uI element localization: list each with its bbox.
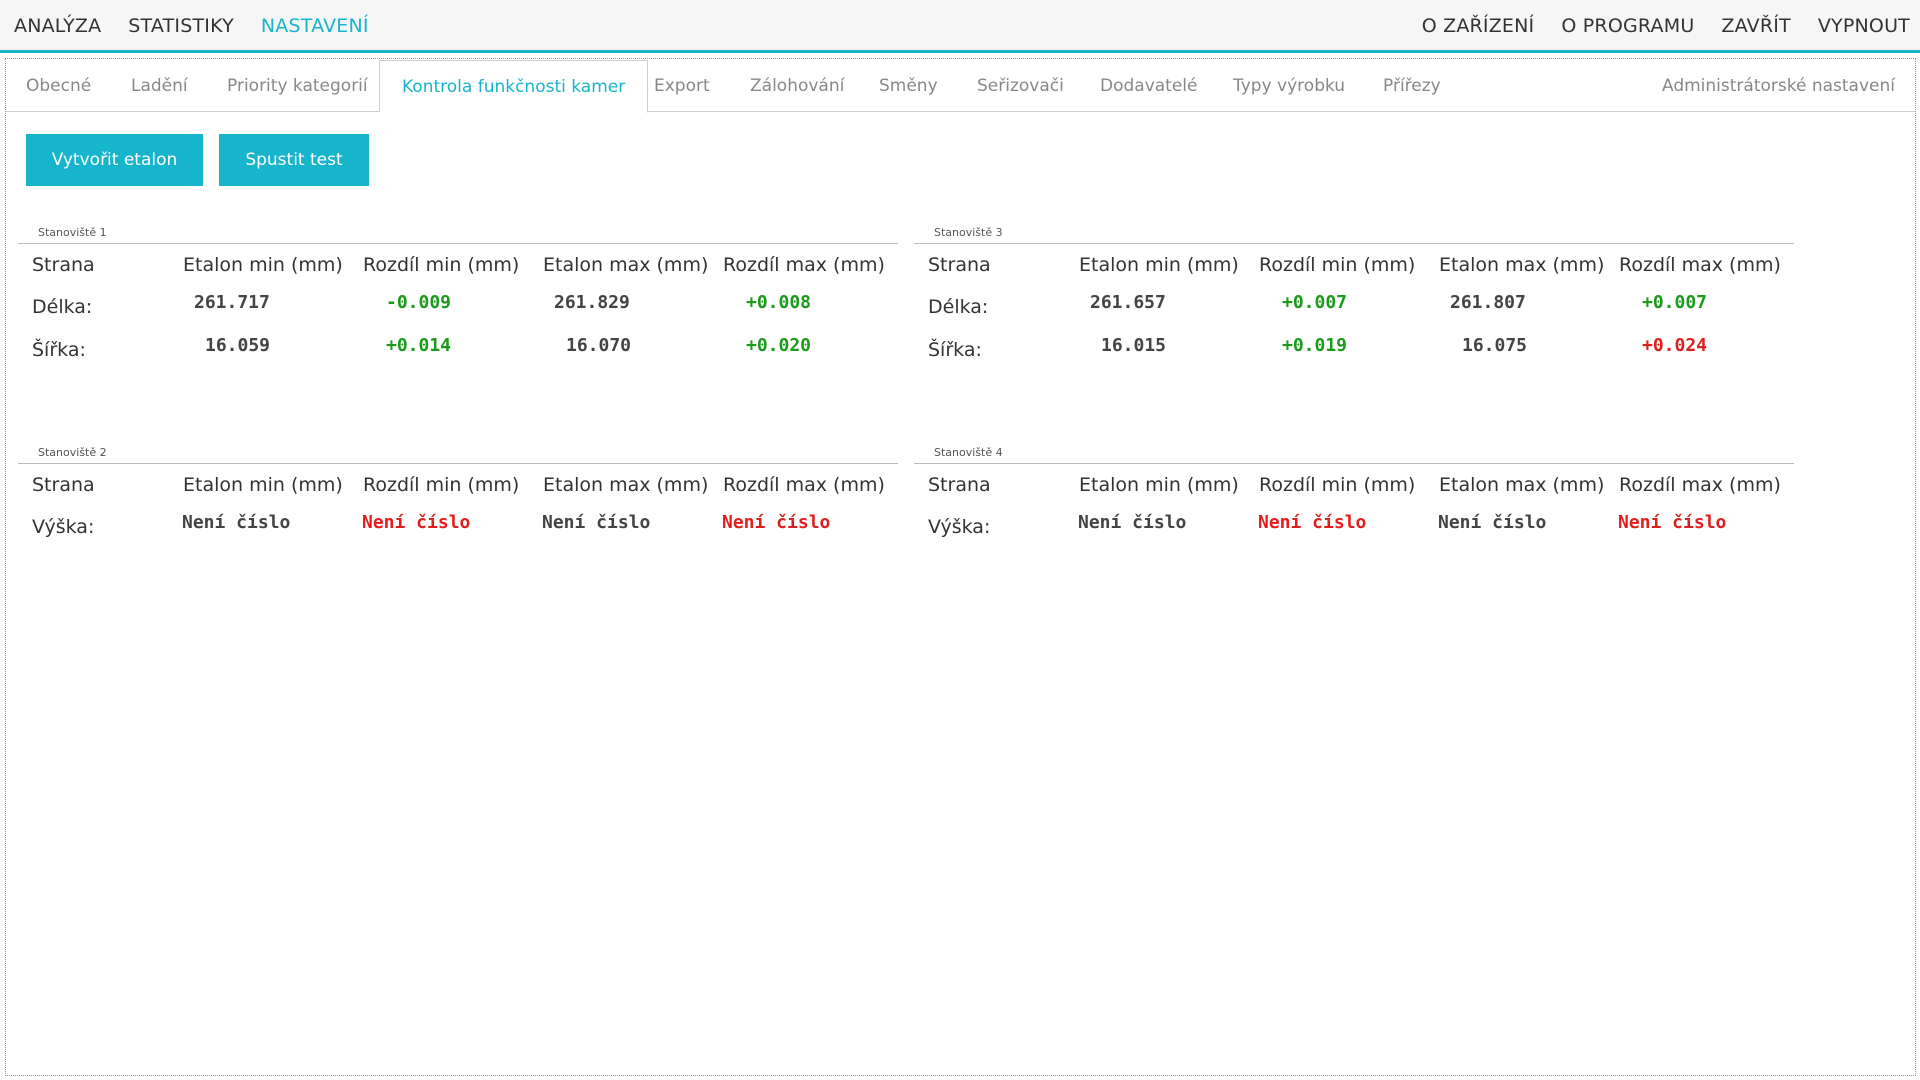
col-strana: Strana — [928, 254, 991, 276]
col-etalon-min: Etalon min (mm) — [183, 254, 343, 276]
station-title: Stanoviště 4 — [934, 446, 1003, 459]
diff-min-value: +0.014 — [386, 335, 452, 356]
header-row: Strana Etalon min (mm) Rozdíl min (mm) E… — [18, 244, 898, 287]
tab-ladeni[interactable]: Ladění — [131, 76, 188, 96]
diff-min-value: +0.019 — [1282, 335, 1348, 356]
tab-priority-kategorii[interactable]: Priority kategorií — [227, 76, 368, 96]
diff-max-value: +0.020 — [746, 335, 812, 356]
table-row: Délka: 261.717 -0.009 261.829 +0.008 — [18, 287, 898, 330]
col-etalon-max: Etalon max (mm) — [1439, 254, 1605, 276]
col-strana: Strana — [928, 474, 991, 496]
etalon-max-value: 16.075 — [1462, 335, 1528, 356]
col-etalon-max: Etalon max (mm) — [543, 474, 709, 496]
col-rozdil-max: Rozdíl max (mm) — [723, 474, 885, 496]
col-strana: Strana — [32, 474, 95, 496]
tab-administratorske-nastaveni[interactable]: Administrátorské nastavení — [1662, 76, 1895, 96]
header-row: Strana Etalon min (mm) Rozdíl min (mm) E… — [18, 464, 898, 507]
col-rozdil-min: Rozdíl min (mm) — [363, 254, 520, 276]
etalon-max-value: 261.807 — [1450, 292, 1526, 313]
diff-max-value: +0.024 — [1642, 335, 1708, 356]
tab-zalohovani[interactable]: Zálohování — [750, 76, 845, 96]
row-label: Šířka: — [32, 339, 86, 361]
col-rozdil-max: Rozdíl max (mm) — [1619, 254, 1781, 276]
tab-kontrola-funkcnosti-kamer[interactable]: Kontrola funkčnosti kamer — [379, 60, 649, 113]
station-panel: Stanoviště 3 Strana Etalon min (mm) Rozd… — [914, 223, 1794, 373]
divider — [18, 463, 898, 464]
divider — [914, 463, 1794, 464]
diff-min-value: +0.007 — [1282, 292, 1348, 313]
row-label: Výška: — [928, 516, 991, 538]
station-title: Stanoviště 1 — [38, 226, 107, 239]
tab-typy-vyrobku[interactable]: Typy výrobku — [1233, 76, 1346, 96]
col-rozdil-min: Rozdíl min (mm) — [1259, 474, 1416, 496]
station-title: Stanoviště 2 — [38, 446, 107, 459]
diff-min-value: Není číslo — [1258, 512, 1367, 533]
content-frame — [5, 58, 1916, 1076]
top-nav-left: ANALÝZA STATISTIKY NASTAVENÍ — [14, 15, 369, 37]
diff-max-value: Není číslo — [722, 512, 831, 533]
nav-vypnout[interactable]: VYPNOUT — [1817, 15, 1910, 37]
tab-serizovaci[interactable]: Seřizovači — [977, 76, 1064, 96]
diff-max-value: +0.007 — [1642, 292, 1708, 313]
col-rozdil-min: Rozdíl min (mm) — [1259, 254, 1416, 276]
diff-min-value: -0.009 — [386, 292, 452, 313]
etalon-min-value: 261.717 — [194, 292, 270, 313]
settings-tab-bar: Obecné Ladění Priority kategorií Kontrol… — [6, 60, 1915, 113]
nav-o-programu[interactable]: O PROGRAMU — [1561, 15, 1695, 37]
tab-smeny[interactable]: Směny — [879, 76, 938, 96]
row-label: Délka: — [32, 296, 93, 318]
diff-min-value: Není číslo — [362, 512, 471, 533]
etalon-min-value: Není číslo — [1078, 512, 1187, 533]
nav-analyza[interactable]: ANALÝZA — [14, 15, 102, 37]
top-nav-bar: ANALÝZA STATISTIKY NASTAVENÍ O ZAŘÍZENÍ … — [0, 0, 1920, 53]
row-label: Délka: — [928, 296, 989, 318]
nav-o-zarizeni[interactable]: O ZAŘÍZENÍ — [1421, 15, 1535, 37]
station-panel: Stanoviště 4 Strana Etalon min (mm) Rozd… — [914, 443, 1794, 550]
diff-max-value: Není číslo — [1618, 512, 1727, 533]
tab-obecne[interactable]: Obecné — [26, 76, 92, 96]
etalon-min-value: 16.015 — [1101, 335, 1167, 356]
table-row: Výška: Není číslo Není číslo Není číslo … — [914, 507, 1794, 550]
col-strana: Strana — [32, 254, 95, 276]
etalon-min-value: Není číslo — [182, 512, 291, 533]
run-test-button[interactable]: Spustit test — [219, 134, 369, 186]
diff-max-value: +0.008 — [746, 292, 812, 313]
station-panel: Stanoviště 2 Strana Etalon min (mm) Rozd… — [18, 443, 898, 550]
station-title: Stanoviště 3 — [934, 226, 1003, 239]
col-etalon-min: Etalon min (mm) — [1079, 474, 1239, 496]
divider — [18, 243, 898, 244]
nav-nastaveni[interactable]: NASTAVENÍ — [260, 15, 369, 37]
divider — [914, 243, 1794, 244]
row-label: Výška: — [32, 516, 95, 538]
etalon-min-value: 261.657 — [1090, 292, 1166, 313]
col-etalon-min: Etalon min (mm) — [1079, 254, 1239, 276]
etalon-max-value: 261.829 — [554, 292, 630, 313]
nav-zavrit[interactable]: ZAVŘÍT — [1721, 15, 1791, 37]
etalon-max-value: 16.070 — [566, 335, 632, 356]
etalon-max-value: Není číslo — [1438, 512, 1547, 533]
station-panel: Stanoviště 1 Strana Etalon min (mm) Rozd… — [18, 223, 898, 373]
tab-export[interactable]: Export — [654, 76, 710, 96]
col-etalon-max: Etalon max (mm) — [543, 254, 709, 276]
table-row: Šířka: 16.059 +0.014 16.070 +0.020 — [18, 330, 898, 373]
header-row: Strana Etalon min (mm) Rozdíl min (mm) E… — [914, 244, 1794, 287]
col-etalon-max: Etalon max (mm) — [1439, 474, 1605, 496]
tab-prirezy[interactable]: Přířezy — [1383, 76, 1441, 96]
nav-statistiky[interactable]: STATISTIKY — [128, 15, 234, 37]
col-rozdil-max: Rozdíl max (mm) — [723, 254, 885, 276]
header-row: Strana Etalon min (mm) Rozdíl min (mm) E… — [914, 464, 1794, 507]
row-label: Šířka: — [928, 339, 982, 361]
table-row: Výška: Není číslo Není číslo Není číslo … — [18, 507, 898, 550]
etalon-min-value: 16.059 — [205, 335, 271, 356]
top-nav-right: O ZAŘÍZENÍ O PROGRAMU ZAVŘÍT VYPNOUT — [1422, 15, 1910, 37]
col-rozdil-min: Rozdíl min (mm) — [363, 474, 520, 496]
etalon-max-value: Není číslo — [542, 512, 651, 533]
col-etalon-min: Etalon min (mm) — [183, 474, 343, 496]
create-etalon-button[interactable]: Vytvořit etalon — [26, 134, 203, 186]
tab-dodavatele[interactable]: Dodavatelé — [1100, 76, 1198, 96]
table-row: Šířka: 16.015 +0.019 16.075 +0.024 — [914, 330, 1794, 373]
table-row: Délka: 261.657 +0.007 261.807 +0.007 — [914, 287, 1794, 330]
col-rozdil-max: Rozdíl max (mm) — [1619, 474, 1781, 496]
